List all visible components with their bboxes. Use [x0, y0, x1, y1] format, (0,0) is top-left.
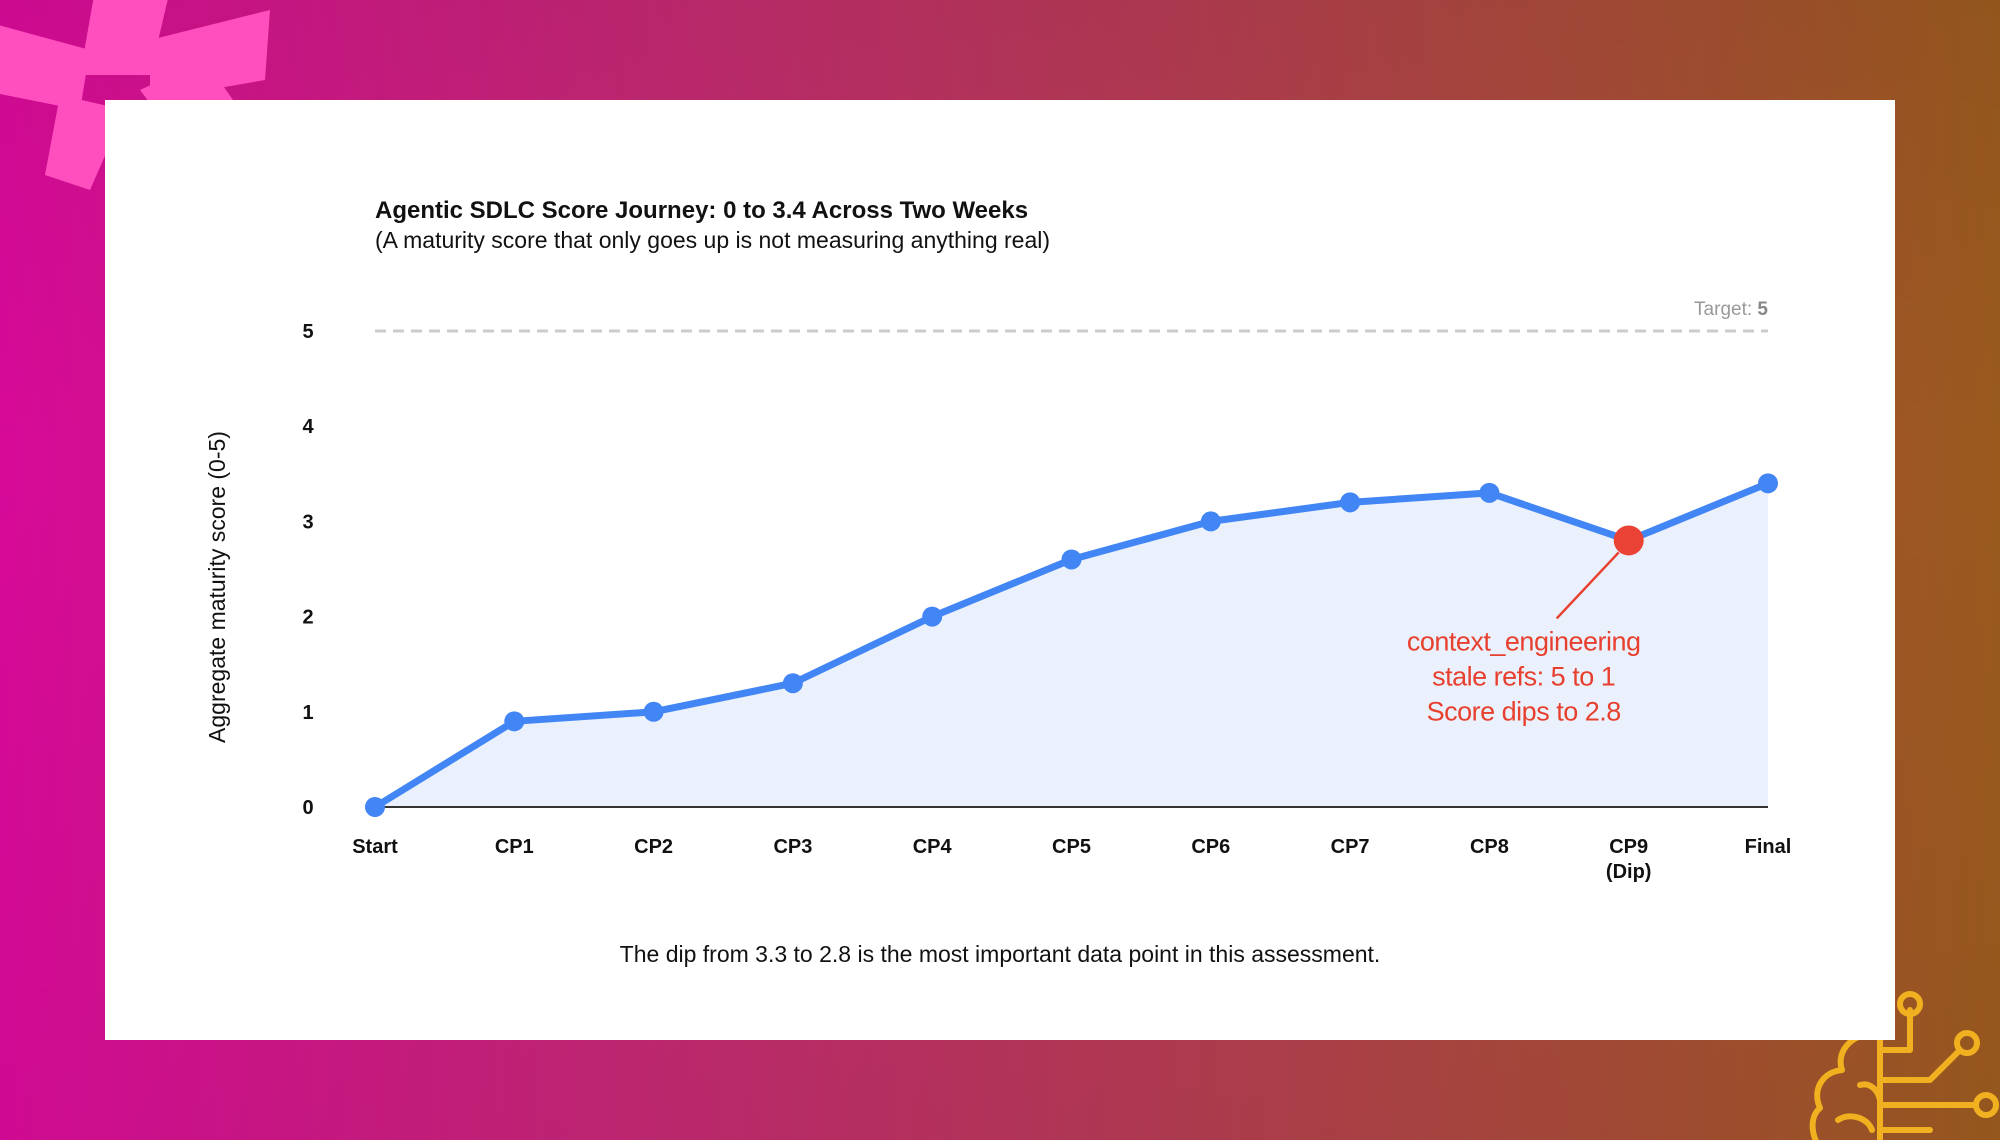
x-tick-label-line: CP4 — [913, 836, 953, 858]
x-tick-label: CP4 — [913, 836, 953, 858]
target-label-prefix: Target: — [1694, 299, 1757, 320]
x-tick-label-line: CP7 — [1331, 836, 1370, 858]
x-tick-label-line: CP9 — [1609, 836, 1648, 858]
y-tick-label: 3 — [302, 511, 313, 533]
x-tick-label-line: CP2 — [634, 836, 673, 858]
data-point — [643, 701, 664, 722]
chart-footnote: The dip from 3.3 to 2.8 is the most impo… — [620, 941, 1381, 967]
data-point — [922, 606, 943, 627]
x-tick-label: CP1 — [495, 836, 534, 858]
x-tick-label-line: Start — [352, 836, 398, 858]
chart-subtitle: (A maturity score that only goes up is n… — [375, 227, 1050, 253]
data-point — [1200, 511, 1221, 532]
x-tick-label-line: CP8 — [1470, 836, 1509, 858]
x-tick-label: Start — [352, 836, 398, 858]
x-tick-label: CP7 — [1331, 836, 1370, 858]
x-tick-label-line: CP3 — [773, 836, 812, 858]
data-point — [365, 797, 385, 817]
data-point — [1061, 549, 1082, 570]
y-tick-label: 4 — [302, 416, 314, 438]
annotation-line: Score dips to 2.8 — [1427, 696, 1621, 726]
data-point — [504, 711, 525, 732]
y-tick-label: 0 — [302, 797, 313, 819]
x-tick-label: CP9 (Dip) — [1606, 836, 1652, 883]
y-tick-label: 2 — [302, 607, 313, 629]
x-tick-label: CP5 — [1052, 836, 1091, 858]
highlight-point — [1613, 525, 1644, 556]
x-tick-label: CP2 — [634, 836, 673, 858]
x-tick-label: CP3 — [773, 836, 812, 858]
x-tick-label-line: (Dip) — [1606, 861, 1652, 883]
x-tick-label: CP8 — [1470, 836, 1509, 858]
brain-circuit-icon — [1809, 991, 1999, 1140]
area-fill — [375, 483, 1768, 807]
annotation-line: stale refs: 5 to 1 — [1432, 661, 1615, 691]
x-tick-label: CP6 — [1191, 836, 1230, 858]
chart-title: Agentic SDLC Score Journey: 0 to 3.4 Acr… — [375, 197, 1028, 224]
data-point — [1340, 492, 1361, 513]
x-tick-labels: Start CP1 CP2 CP3 CP4 CP5 CP6 CP7 CP8 CP9 (Dip) Fin… — [352, 836, 1791, 883]
data-point — [782, 673, 803, 694]
x-tick-label-line: CP5 — [1052, 836, 1091, 858]
annotation-line: context_engineering — [1407, 626, 1641, 656]
data-point — [1479, 482, 1500, 503]
y-tick-label: 1 — [302, 702, 313, 724]
y-tick-labels: 0 1 2 3 4 5 — [302, 321, 314, 819]
line-chart: Agentic SDLC Score Journey: 0 to 3.4 Acr… — [204, 197, 1791, 967]
y-axis-label: Aggregate maturity score (0-5) — [204, 431, 230, 743]
x-tick-label-line: Final — [1745, 836, 1792, 858]
x-tick-label: Final — [1745, 836, 1792, 858]
data-point — [1758, 473, 1778, 494]
target-label: Target: 5 — [1694, 299, 1768, 320]
annotation-leader-line — [1555, 551, 1620, 620]
x-tick-label-line: CP6 — [1191, 836, 1230, 858]
data-points — [365, 473, 1778, 817]
target-value: 5 — [1757, 299, 1768, 320]
x-tick-label-line: CP1 — [495, 836, 534, 858]
y-tick-label: 5 — [302, 321, 313, 343]
chart-card: Agentic SDLC Score Journey: 0 to 3.4 Acr… — [105, 100, 1895, 1040]
